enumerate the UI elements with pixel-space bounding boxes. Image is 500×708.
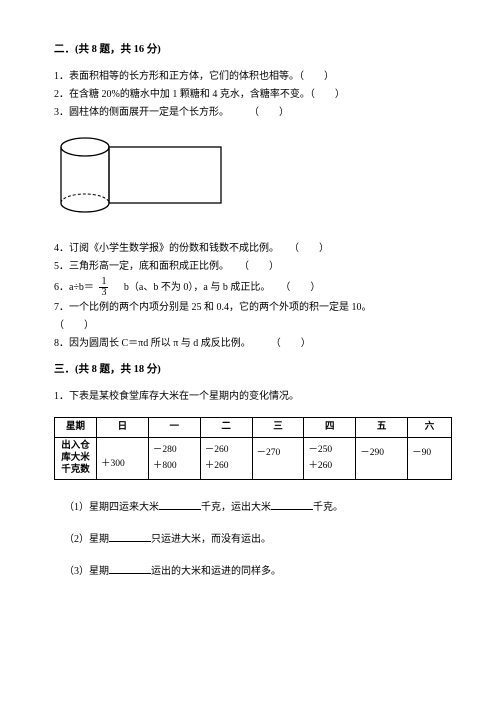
blank <box>109 564 151 574</box>
day-0: 日 <box>97 417 149 437</box>
q2-8: 8．因为圆周长 C＝πd 所以 π 与 d 成反比例。 （ ） <box>54 336 452 352</box>
cell-3: －270 <box>252 437 304 480</box>
in-2: ＋260 <box>205 459 250 474</box>
table-data-row: 出入仓库大米千克数 ＋300 －280 ＋800 －260 ＋260 －270 … <box>55 437 452 480</box>
day-5: 五 <box>356 417 408 437</box>
section-3-title: 三．(共 8 题，共 18 分) <box>54 362 452 379</box>
cell-4: －250 ＋260 <box>304 437 356 480</box>
in-4: ＋260 <box>308 459 353 474</box>
q2-7b: （ ） <box>54 318 452 334</box>
day-4: 四 <box>304 417 356 437</box>
cell-1: －280 ＋800 <box>148 437 200 480</box>
in-1: ＋800 <box>153 459 198 474</box>
in-3 <box>257 461 302 472</box>
day-1: 一 <box>148 417 200 437</box>
sub-q3: （3）星期 运出的大米和运进的同样多。 <box>64 564 452 580</box>
q2-4: 4．订阅《小学生数学报》的份数和钱数不成比例。 （ ） <box>54 241 452 257</box>
q2-1: 1．表面积相等的长方形和正方体，它们的体积也相等。（ ） <box>54 69 452 85</box>
q2-3: 3．圆柱体的侧面展开一定是个长方形。 （ ） <box>54 105 452 121</box>
out-3: －270 <box>257 446 302 461</box>
out-6: －90 <box>412 446 449 461</box>
sub1-c: 千克。 <box>313 502 343 513</box>
sub-q2: （2）星期 只运进大米，而没有运出。 <box>64 532 452 548</box>
q2-5: 5．三角形高一定，底和面积成正比例。 （ ） <box>54 259 452 275</box>
out-0 <box>101 446 146 457</box>
sub-q1: （1）星期四运来大米 千克，运出大米 千克。 <box>64 500 452 516</box>
sub3-a: （3）星期 <box>64 566 109 577</box>
q2-6-post: b（a、b 不为 0），a 与 b 成正比。 （ ） <box>114 282 320 293</box>
row-label-text: 出入仓库大米千克数 <box>57 441 94 477</box>
sub2-a: （2）星期 <box>64 534 109 545</box>
header-label: 星期 <box>55 417 97 437</box>
out-4: －250 <box>308 443 353 458</box>
out-1: －280 <box>153 443 198 458</box>
in-0: ＋300 <box>101 457 146 472</box>
day-2: 二 <box>200 417 252 437</box>
cell-2: －260 ＋260 <box>200 437 252 480</box>
sub2-b: 只运进大米，而没有运出。 <box>151 534 271 545</box>
in-5 <box>360 461 405 472</box>
sub3-b: 运出的大米和运进的同样多。 <box>151 566 281 577</box>
cylinder-figure <box>58 135 452 223</box>
sub1-b: 千克，运出大米 <box>201 502 271 513</box>
q3-1: 1．下表是某校食堂库存大米在一个星期内的变化情况。 <box>54 389 452 405</box>
fraction: 1 3 <box>99 277 108 298</box>
row-label: 出入仓库大米千克数 <box>55 437 97 480</box>
table-header-row: 星期 日 一 二 三 四 五 六 <box>55 417 452 437</box>
rice-table: 星期 日 一 二 三 四 五 六 出入仓库大米千克数 ＋300 －280 ＋80… <box>54 417 452 481</box>
cell-6: －90 <box>408 437 452 480</box>
q2-6: 6．a÷b＝ 1 3 b（a、b 不为 0），a 与 b 成正比。 （ ） <box>54 277 452 298</box>
blank <box>159 500 201 510</box>
q2-2: 2．在含糖 20%的糖水中加 1 颗糖和 4 克水，含糖率不变。（ ） <box>54 87 452 103</box>
q2-6-pre: 6．a÷b＝ <box>54 282 94 293</box>
out-5: －290 <box>360 446 405 461</box>
cell-5: －290 <box>356 437 408 480</box>
day-3: 三 <box>252 417 304 437</box>
blank <box>271 500 313 510</box>
in-6 <box>412 461 449 472</box>
sub1-a: （1）星期四运来大米 <box>64 502 159 513</box>
out-2: －260 <box>205 443 250 458</box>
section-2-title: 二．(共 8 题，共 16 分) <box>54 42 452 59</box>
q2-7a: 7．一个比例的两个内项分别是 25 和 0.4，它的两个外项的积一定是 10。 <box>54 300 452 316</box>
cell-0: ＋300 <box>97 437 149 480</box>
blank <box>109 532 151 542</box>
day-6: 六 <box>408 417 452 437</box>
fraction-den: 3 <box>99 288 108 298</box>
